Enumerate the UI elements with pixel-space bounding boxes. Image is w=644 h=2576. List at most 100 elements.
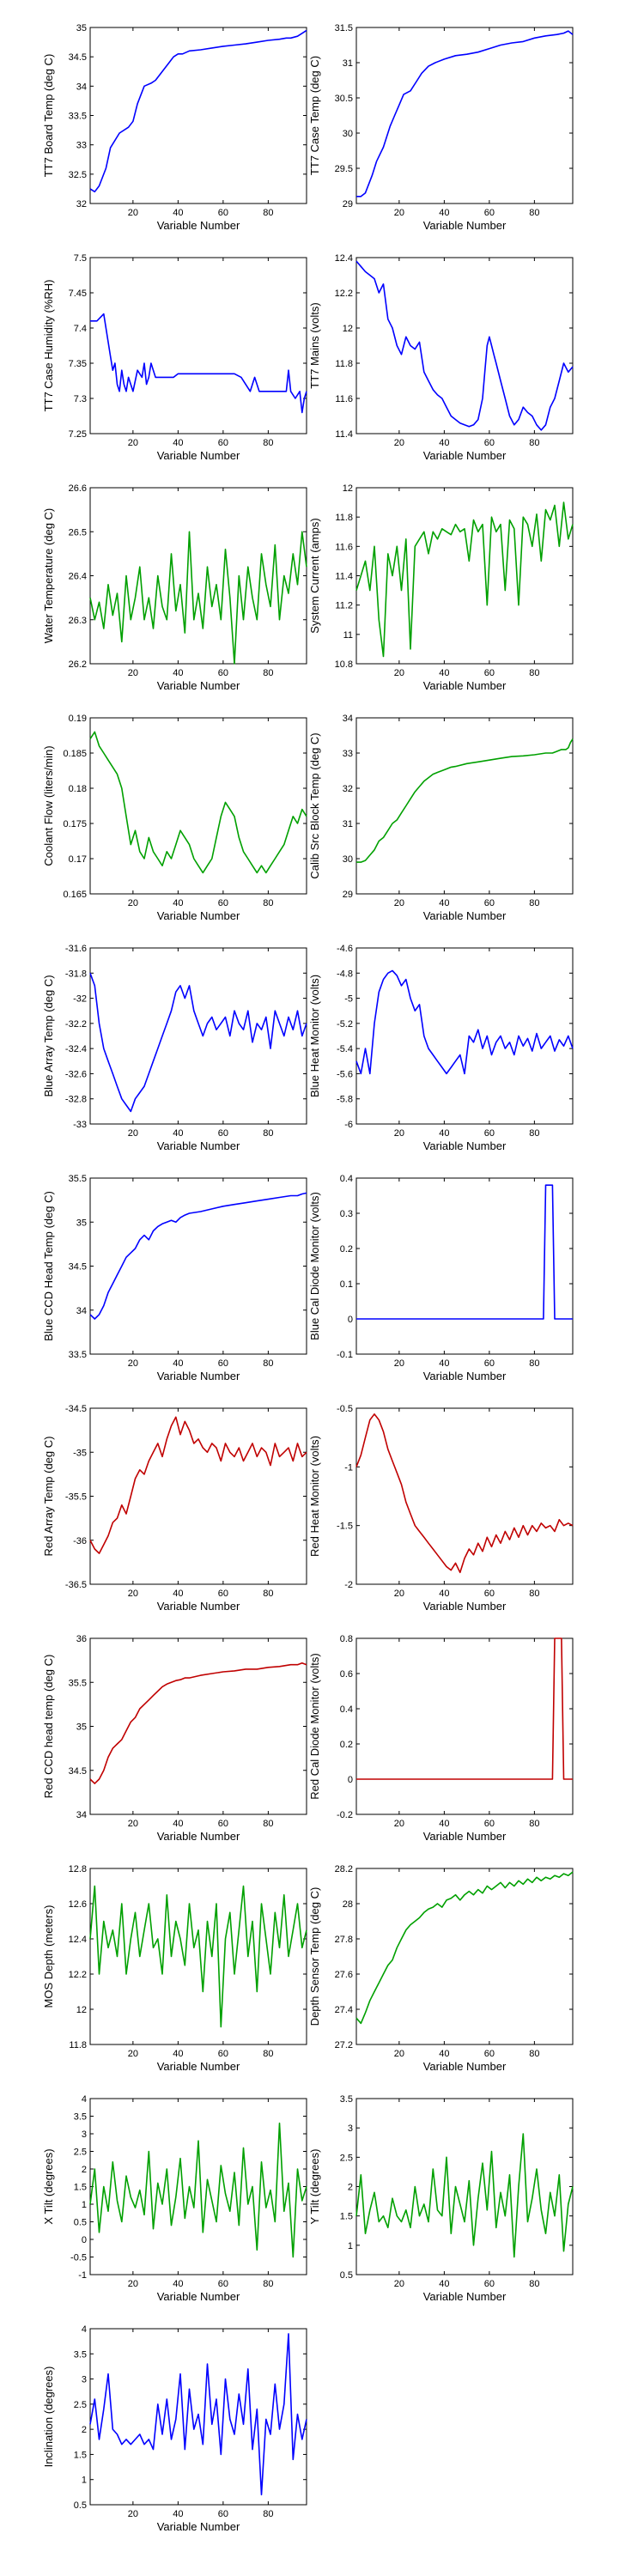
y-tick-label: 35.5 [69, 1174, 87, 1184]
x-tick-label: 60 [218, 1819, 228, 1829]
y-tick-label: -5 [344, 994, 353, 1005]
x-tick-label: 40 [439, 668, 449, 678]
x-tick-label: 80 [529, 1358, 539, 1369]
axes-box [355, 1407, 574, 1585]
y-tick-label: 3 [348, 2123, 353, 2134]
axes-box [89, 1637, 307, 1815]
y-tick-label: 10.8 [335, 659, 353, 670]
y-tick-label: 34.5 [69, 1262, 87, 1273]
subplot-9: 20 40 60 80 -33 -32.8 -32.6 -32.4 -32.2 -32 -31.8 -… [42, 944, 307, 1152]
y-tick-label: 11.4 [335, 572, 353, 582]
y-axis-label: Blue CCD Head Temp (deg C) [42, 1191, 55, 1341]
y-tick-label: 3.5 [74, 2349, 87, 2360]
y-tick-label: 2.5 [340, 2153, 353, 2163]
y-tick-label: 0.8 [340, 1634, 353, 1644]
y-tick-label: 26.6 [69, 483, 87, 494]
y-tick-label: 7.35 [69, 359, 87, 369]
x-tick-label: 20 [128, 2049, 138, 2059]
x-tick-label: 40 [439, 1589, 449, 1599]
y-tick-label: 34 [76, 82, 87, 92]
y-tick-label: 1.5 [74, 2183, 87, 2193]
y-tick-label: 12.6 [69, 1899, 87, 1910]
y-tick-label: -35.5 [65, 1492, 87, 1503]
y-tick-label: 31 [343, 819, 353, 829]
axes-box [89, 1407, 307, 1585]
x-tick-label: 80 [263, 2279, 273, 2289]
x-tick-label: 80 [263, 2509, 273, 2519]
y-tick-label: 0.5 [74, 2218, 87, 2228]
y-tick-label: 34.5 [69, 52, 87, 63]
y-tick-label: 0.18 [69, 784, 87, 794]
x-tick-label: 40 [439, 2279, 449, 2289]
y-axis-label: Inclination (degrees) [42, 2366, 55, 2468]
series-line [90, 313, 307, 414]
x-tick-label: 20 [394, 898, 404, 908]
x-tick-label: 80 [263, 668, 273, 678]
x-axis-label: Variable Number [423, 909, 507, 922]
y-tick-label: 32.5 [69, 170, 87, 180]
y-tick-label: 7.5 [74, 253, 87, 264]
x-axis-label: Variable Number [423, 2060, 507, 2073]
subplot-5: 20 40 60 80 26.2 26.3 26.4 26.5 26.6 Variable Num… [42, 483, 307, 692]
axes-box [355, 257, 574, 434]
y-axis-label: Red Array Temp (deg C) [42, 1437, 55, 1557]
x-axis-label: Variable Number [157, 219, 240, 232]
x-tick-label: 40 [173, 668, 183, 678]
series-line [89, 29, 307, 193]
x-axis-label: Variable Number [157, 2520, 240, 2533]
y-tick-label: 12.4 [69, 1935, 87, 1945]
y-tick-label: 2 [82, 2165, 87, 2175]
subplot-10: 20 40 60 80 -6 -5.8 -5.6 -5.4 -5.2 -5 -4.8 -4.6 Vari… [308, 944, 574, 1152]
x-tick-label: 40 [439, 2049, 449, 2059]
y-tick-label: 0.2 [340, 1244, 353, 1255]
x-tick-label: 80 [263, 1358, 273, 1369]
y-tick-label: 0.3 [340, 1209, 353, 1219]
x-tick-label: 40 [439, 1358, 449, 1369]
y-tick-label: 26.2 [69, 659, 87, 670]
axes-box [355, 487, 574, 665]
y-axis-label: TT7 Board Temp (deg C) [42, 54, 55, 178]
x-tick-label: 80 [263, 1589, 273, 1599]
y-tick-label: 11.2 [335, 601, 353, 611]
x-tick-label: 20 [394, 2049, 404, 2059]
y-tick-label: -0.1 [337, 1350, 353, 1360]
y-tick-label: 11.4 [335, 429, 353, 440]
y-tick-label: 35 [76, 23, 87, 33]
y-tick-label: 0.5 [74, 2500, 87, 2511]
x-tick-label: 40 [439, 438, 449, 448]
x-tick-label: 80 [263, 1819, 273, 1829]
x-axis-label: Variable Number [423, 1370, 507, 1382]
series-line [356, 1184, 573, 1320]
series-line [355, 2133, 574, 2258]
series-line [355, 969, 574, 1075]
x-tick-label: 40 [439, 1819, 449, 1829]
subplot-11: 20 40 60 80 33.5 34 34.5 35 35.5 Variable Number B… [42, 1174, 307, 1382]
y-tick-label: -31.6 [65, 944, 87, 954]
x-axis-label: Variable Number [157, 1139, 240, 1152]
x-tick-label: 40 [439, 898, 449, 908]
y-tick-label: 2.5 [74, 2400, 87, 2410]
y-tick-label: 11.6 [335, 394, 353, 404]
y-tick-label: 0.17 [69, 854, 87, 865]
series-line [356, 1637, 573, 1780]
subplot-12: 20 40 60 80 -0.1 0 0.1 0.2 0.3 0.4 Variable Number… [308, 1174, 574, 1382]
axes-box [355, 2098, 574, 2275]
axes-box [89, 2098, 307, 2275]
axes-box [355, 717, 574, 895]
x-axis-label: Variable Number [423, 449, 507, 462]
y-tick-label: -35 [73, 1448, 87, 1458]
y-axis-label: Red Heat Monitor (volts) [308, 1436, 321, 1557]
y-tick-label: 30 [343, 129, 353, 139]
y-tick-label: 34 [76, 1810, 87, 1820]
subplot-13: 20 40 60 80 -36.5 -36 -35.5 -35 -34.5 Variable Nu… [42, 1404, 307, 1613]
x-tick-label: 20 [128, 438, 138, 448]
y-tick-label: -5.2 [337, 1019, 353, 1030]
series-line [89, 2122, 307, 2258]
x-tick-label: 20 [128, 1128, 138, 1139]
y-axis-label: TT7 Mains (volts) [308, 302, 321, 388]
x-tick-label: 20 [394, 438, 404, 448]
series-line [89, 531, 307, 665]
y-tick-label: 2 [348, 2183, 353, 2193]
y-axis-label: Blue Cal Diode Monitor (volts) [308, 1192, 321, 1340]
y-tick-label: -32.8 [65, 1095, 87, 1105]
